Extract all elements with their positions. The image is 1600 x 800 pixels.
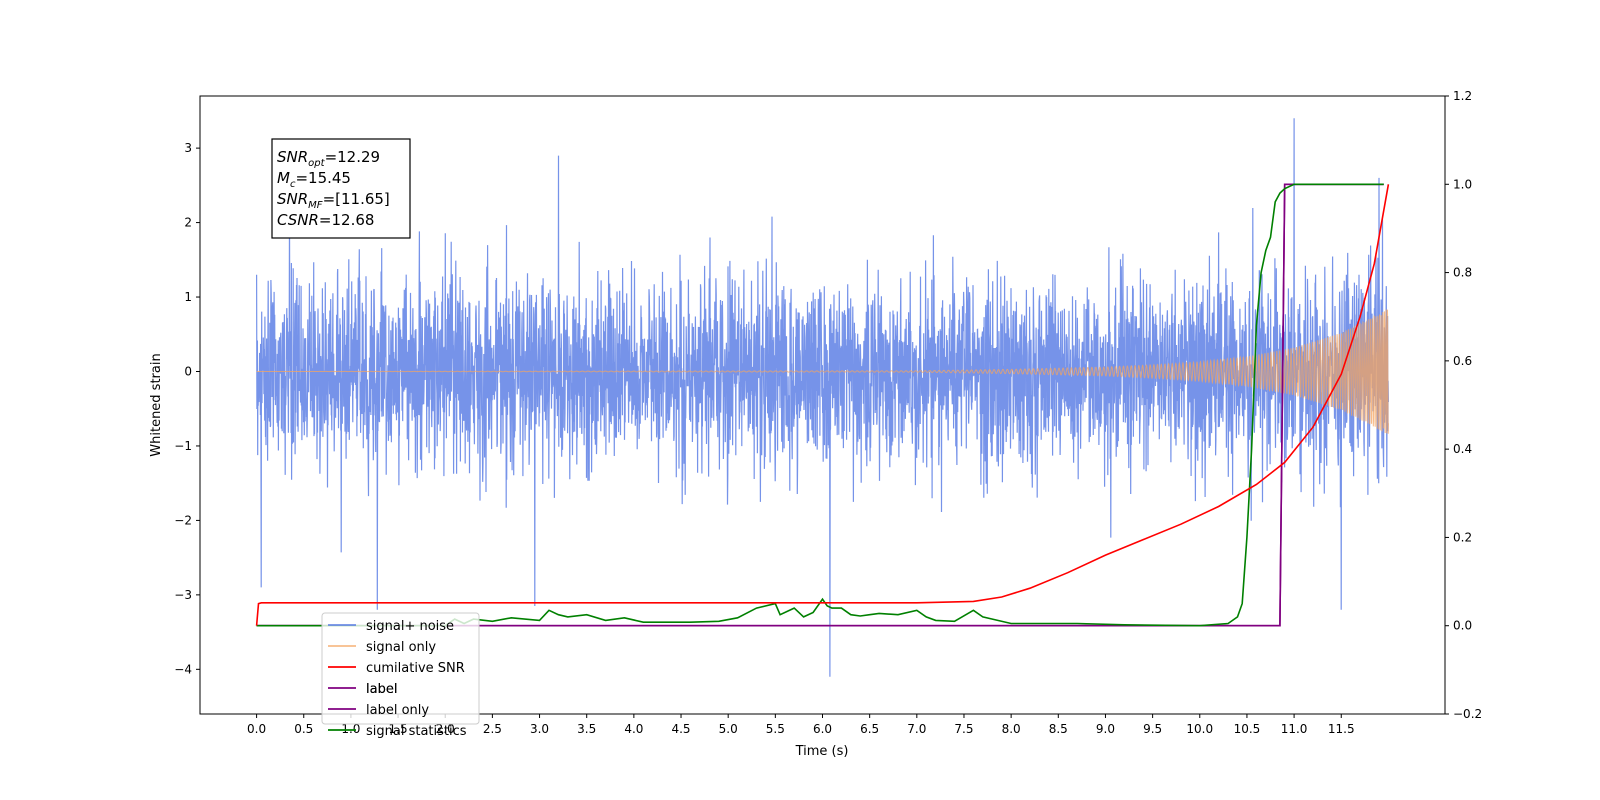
annotation-line: CSNR=12.68	[277, 211, 374, 229]
y-axis-label: Whitened strain	[149, 353, 164, 456]
annotation-frame	[271, 138, 411, 239]
y-tick-label: 1	[184, 290, 192, 304]
x-tick-label: 4.0	[624, 722, 643, 736]
x-tick-label: 8.5	[1049, 722, 1068, 736]
x-tick-label: 8.0	[1002, 722, 1021, 736]
x-tick-label: 5.0	[719, 722, 738, 736]
y-tick-label: −4	[174, 662, 192, 676]
x-tick-label: 2.0	[436, 722, 455, 736]
y2-tick-label: 0.8	[1453, 266, 1472, 280]
x-tick-label: 7.5	[954, 722, 973, 736]
x-axis: 0.0 0.5 1.0 1.5 2.0 2.5 3.0 3.5 4.0 4.5 5.0 5.5 6.0 6…	[247, 714, 1355, 736]
x-tick-label: 0.0	[247, 722, 266, 736]
x-tick-label: 3.0	[530, 722, 549, 736]
y2-tick-label: 0.4	[1453, 442, 1472, 456]
x-tick-label: 11.5	[1328, 722, 1355, 736]
x-tick-label: 1.0	[341, 722, 360, 736]
y2-tick-label: 0.2	[1453, 530, 1472, 544]
annotation-line: SNRMF=[11.65]	[277, 190, 390, 211]
annotation-line: Mc=15.45	[277, 169, 351, 190]
x-tick-label: 10.0	[1186, 722, 1213, 736]
legend-label: label	[366, 682, 397, 697]
x-tick-label: 5.5	[766, 722, 785, 736]
legend-label: signal only	[366, 640, 436, 655]
y-tick-label: 0	[184, 364, 192, 378]
y-axis-left: −4 −3 −2 −1 0 1 2 3	[174, 141, 200, 676]
line-cumilative-snr	[255, 184, 1390, 626]
y-tick-label: −3	[174, 588, 192, 602]
annotation-line: SNRopt=12.29	[277, 148, 380, 169]
x-tick-label: 4.5	[671, 722, 690, 736]
x-tick-label: 9.5	[1143, 722, 1162, 736]
x-tick-label: 6.0	[813, 722, 832, 736]
legend-label: cumilative SNR	[366, 661, 465, 676]
y2-tick-label: 1.0	[1453, 177, 1472, 191]
line-signal-only	[256, 309, 1389, 434]
y-axis-right: −0.2 0.0 0.2 0.4 0.6 0.8 1.0 1.2	[1445, 89, 1482, 721]
x-tick-label: 0.5	[294, 722, 313, 736]
y2-tick-label: 0.6	[1453, 354, 1472, 368]
x-tick-label: 3.5	[577, 722, 596, 736]
series-signal-only	[256, 309, 1389, 434]
x-axis-label: Time (s)	[795, 744, 849, 759]
series-signal-plus-noise	[256, 118, 1389, 677]
y2-tick-label: 0.0	[1453, 619, 1472, 633]
y-tick-label: −2	[174, 513, 192, 527]
y2-tick-label: −0.2	[1453, 707, 1482, 721]
legend-label-overlap: label	[366, 682, 397, 697]
y-tick-label: 2	[184, 216, 192, 230]
y-tick-label: 3	[184, 141, 192, 155]
y2-tick-label: 1.2	[1453, 89, 1472, 103]
y-tick-label: −1	[174, 439, 192, 453]
x-tick-label: 6.5	[860, 722, 879, 736]
stats-annotation-box: SNRopt=12.29Mc=15.45SNRMF=[11.65]CSNR=12…	[271, 138, 411, 239]
x-tick-label: 9.0	[1096, 722, 1115, 736]
legend-label: signal statistics	[366, 724, 467, 739]
legend-label: signal+ noise	[366, 619, 454, 634]
x-tick-label: 2.5	[483, 722, 502, 736]
line-signal-statistics	[256, 183, 1384, 627]
legend-frame	[321, 612, 480, 725]
x-tick-label: 7.0	[907, 722, 926, 736]
x-tick-label: 11.0	[1281, 722, 1308, 736]
x-tick-label: 10.5	[1234, 722, 1261, 736]
line-signal-plus-noise	[256, 118, 1389, 677]
x-tick-label: 1.5	[389, 722, 408, 736]
legend: signal+ noise signal only cumilative SNR la…	[321, 612, 480, 739]
legend-label: label only	[366, 703, 429, 718]
